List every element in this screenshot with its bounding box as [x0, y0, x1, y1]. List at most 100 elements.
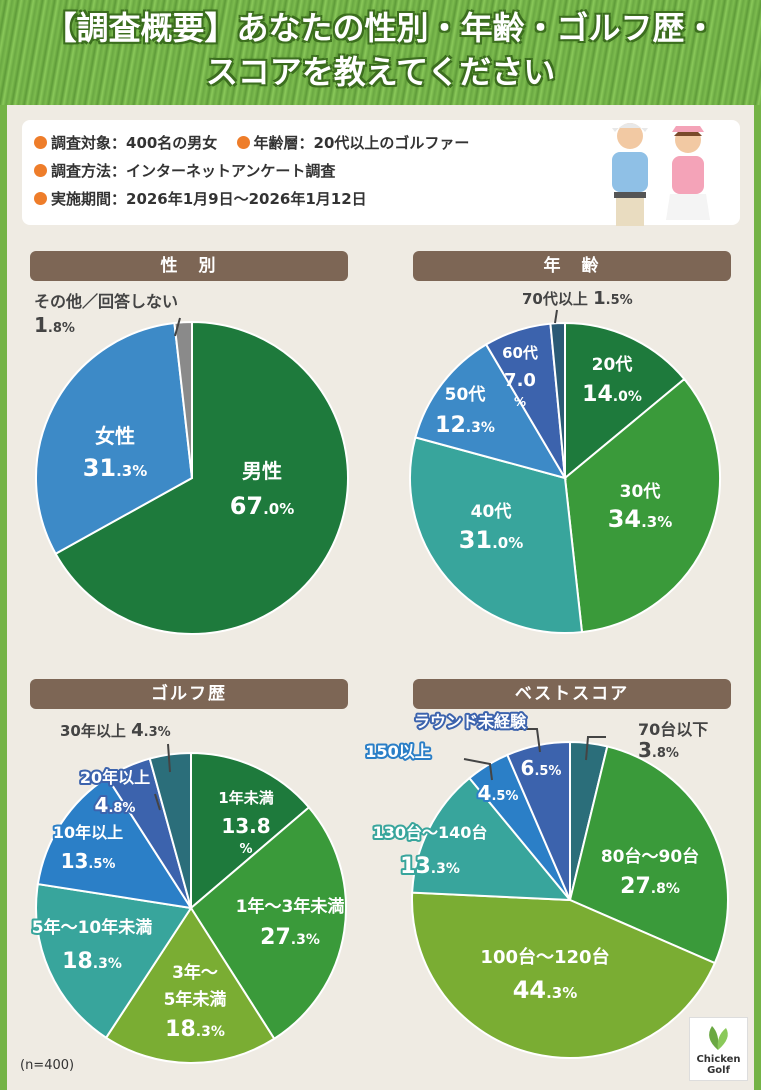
pie-slice-3 — [409, 436, 584, 634]
slice-label: 1年未満 — [218, 789, 273, 807]
chicken-golf-logo: Chicken Golf — [689, 1017, 748, 1081]
section-golf-history-title: ゴルフ歴 — [30, 679, 348, 709]
slice-value: 13.8 — [221, 814, 270, 838]
slice-label: 40代 — [471, 501, 512, 522]
content-frame — [0, 105, 761, 1090]
pie-slice-6 — [506, 740, 571, 901]
bullet-icon — [34, 136, 47, 149]
pie-chart-1: 男性 67.0% 女性 31.3% その他／回答しない 1.8% — [34, 292, 349, 635]
slice-label: 30年以上 4.3% — [60, 720, 171, 741]
section-age-title: 年 齢 — [413, 251, 731, 281]
bullet-icon — [34, 192, 47, 205]
slice-value: 13.5% — [61, 849, 116, 873]
pie-slice-4 — [414, 343, 568, 480]
pie-slice-1 — [190, 751, 311, 911]
slice-label: 70代以上 1.5% — [522, 288, 633, 309]
pie-slice-2 — [35, 321, 194, 556]
slice-label: 10年以上 — [53, 823, 123, 842]
slice-label: 130台〜140台 — [373, 823, 488, 842]
slice-label: 5年〜10年未満 — [32, 917, 153, 938]
sample-size-note: (n=400) — [20, 1058, 75, 1073]
survey-info-box: 調査対象：400名の男女 年齢層：20代以上のゴルファー 調査方法：インターネッ… — [22, 120, 740, 226]
slice-value: 18.3% — [62, 949, 122, 974]
pie-slice-1 — [54, 320, 349, 635]
slice-value: 27.8% — [620, 874, 680, 899]
leader-line — [554, 309, 558, 324]
slice-label: 30代 — [620, 481, 661, 502]
female-skirt — [666, 194, 710, 220]
slice-value: 34.3% — [608, 505, 673, 533]
leader-line — [463, 758, 493, 781]
slice-label: その他／回答しない — [34, 292, 178, 311]
title-line-1: 【調査概要】あなたの性別・年齢・ゴルフ歴・ — [44, 9, 717, 47]
logo-line-1: Chicken — [696, 1054, 741, 1065]
bullet-icon — [34, 164, 47, 177]
slice-value: 12.3% — [435, 413, 495, 438]
slice-value: 14.0% — [582, 382, 642, 407]
pie-slice-4 — [35, 882, 193, 1040]
pie-slice-2 — [563, 377, 721, 634]
info-method-row: 調査方法：インターネットアンケート調査 — [34, 160, 335, 181]
title-line-2: スコアを教えてください — [205, 53, 556, 91]
slice-label: 80台〜90台 — [601, 846, 699, 867]
logo-line-2: Golf — [707, 1065, 730, 1076]
pie-slice-4 — [411, 776, 573, 902]
logo-text: Chicken Golf — [690, 1054, 747, 1076]
slice-label: 1年〜3年未満 — [236, 896, 345, 917]
leader-line — [585, 736, 606, 761]
slice-value: 1.8% — [34, 313, 75, 337]
pie-slice-1 — [564, 321, 686, 481]
slice-label: 男性 — [242, 459, 282, 483]
leader-line — [154, 793, 161, 811]
male-belt — [614, 192, 646, 198]
slice-value: 31.0% — [459, 526, 524, 554]
slice-value: 44.3% — [513, 976, 578, 1004]
leaf-icon — [709, 1026, 728, 1050]
pie-chart-2: 20代 14.0% 30代 34.3% 40代 31.0% 50代 12.3% 60代 7.0% 7… — [409, 288, 721, 634]
female-shirt — [672, 156, 704, 194]
slice-value: 13.3% — [400, 854, 460, 879]
info-period: 実施期間：2026年1月9日〜2026年1月12日 — [51, 190, 367, 208]
info-target: 調査対象：400名の男女 — [51, 134, 218, 152]
section-gender-title: 性 別 — [30, 251, 348, 281]
male-cap — [612, 123, 648, 132]
golfer-couple-illustration — [612, 123, 710, 226]
slice-value: 3.8% — [638, 738, 679, 762]
pie-slice-2 — [568, 745, 729, 965]
header-banner: 【調査概要】あなたの性別・年齢・ゴルフ歴・ スコアを教えてください — [0, 0, 761, 105]
pie-slice-3 — [411, 891, 717, 1059]
slice-value: 4.8% — [95, 793, 136, 817]
slice-value: 31.3% — [83, 454, 148, 482]
bullet-icon — [236, 136, 250, 149]
leader-line — [519, 728, 541, 753]
pie-slice-3 — [104, 906, 276, 1064]
slice-value-unit: % — [239, 842, 252, 857]
page-title: 【調査概要】あなたの性別・年齢・ゴルフ歴・ スコアを教えてください — [0, 6, 761, 94]
slice-label: 150以上 — [365, 742, 430, 761]
slice-label: 3年〜 — [172, 962, 218, 983]
slice-label: 60代 — [502, 344, 538, 362]
pie-slice-7 — [148, 751, 192, 909]
pie-slice-5 — [36, 776, 194, 910]
pie-slice-6 — [549, 321, 566, 479]
info-age-range: 年齢層：20代以上のゴルファー — [253, 134, 470, 152]
slice-value: 18.3% — [165, 1017, 225, 1042]
slice-label: 50代 — [445, 384, 486, 405]
info-period-row: 実施期間：2026年1月9日〜2026年1月12日 — [34, 188, 367, 209]
slice-label: 100台〜120台 — [480, 946, 609, 968]
slice-label: 女性 — [95, 424, 135, 448]
slice-value-unit: % — [514, 395, 526, 409]
male-face — [617, 123, 643, 149]
male-shirt — [612, 152, 648, 192]
slice-label: 70台以下 — [638, 720, 708, 739]
pie-slice-3 — [173, 320, 193, 479]
slice-label: 20年以上 — [80, 768, 150, 787]
slice-value: 27.3% — [260, 925, 320, 950]
pie-chart-3: 1年未満 13.8% 1年〜3年未満 27.3% 3年〜 5年未満 18.3% 5年〜10年未… — [30, 720, 347, 1064]
section-best-score-title: ベストスコア — [413, 679, 731, 709]
female-visor — [672, 126, 704, 132]
slice-label: 20代 — [592, 354, 633, 375]
info-target-row: 調査対象：400名の男女 年齢層：20代以上のゴルファー — [34, 132, 469, 153]
